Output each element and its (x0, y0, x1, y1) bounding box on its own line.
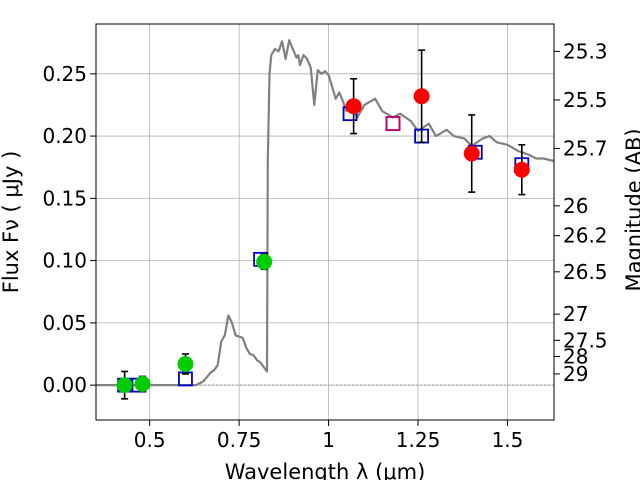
y-tick-label: 0.20 (42, 124, 87, 148)
y2-tick-label: 26.5 (563, 260, 608, 284)
x-tick-label: 0.5 (134, 428, 166, 452)
x-tick-label: 1.5 (492, 428, 524, 452)
y2-tick-label: 25.7 (563, 137, 608, 161)
x-tick-label: 0.75 (217, 428, 262, 452)
data-point (177, 355, 194, 372)
y2-tick-label: 28 (563, 344, 588, 368)
y-tick-label: 0.25 (42, 62, 87, 86)
y2-tick-label: 26.2 (563, 224, 608, 248)
y2-tick-label: 25.3 (563, 39, 608, 63)
data-point (116, 377, 133, 394)
y2-tick-label: 27 (563, 302, 588, 326)
data-point (345, 98, 362, 115)
data-point (513, 161, 530, 178)
x-tick-label: 1 (322, 428, 335, 452)
plot-area (96, 39, 555, 400)
x-axis: 0.5 0.75 1 1.25 1.5 (134, 420, 524, 452)
data-point (134, 375, 151, 392)
data-point (413, 88, 430, 105)
y2-axis-label: Magnitude (AB) (622, 128, 640, 291)
x-tick-label: 1.25 (396, 428, 441, 452)
y-axis-label: Flux Fν ( μJy ) (0, 151, 23, 294)
y2-tick-label: 29 (563, 362, 588, 386)
grid-lines (96, 24, 554, 420)
x-axis-label: Wavelength λ (μm) (225, 460, 426, 480)
y-tick-label: 0.05 (42, 311, 87, 335)
plot-frame (95, 23, 555, 421)
data-point (463, 145, 480, 162)
model-square-point (385, 116, 401, 132)
spectrum-line (96, 39, 555, 387)
y2-tick-label: 26 (563, 194, 588, 218)
y-tick-label: 0.15 (42, 186, 87, 210)
y2-tick-label: 25.5 (563, 88, 608, 112)
model-square-point (385, 116, 401, 132)
y-axis: 0.00 0.05 0.10 0.15 0.20 0.25 (42, 62, 96, 397)
y2-tick-label: 27.5 (563, 328, 608, 352)
y-tick-label: 0.10 (42, 249, 87, 273)
data-point (256, 253, 273, 270)
y-tick-label: 0.00 (42, 373, 87, 397)
